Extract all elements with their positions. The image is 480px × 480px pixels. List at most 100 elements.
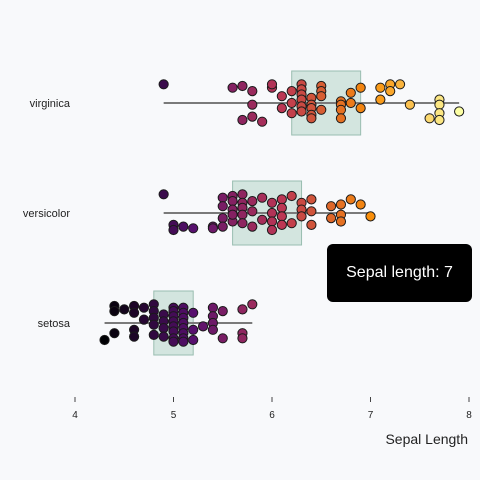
point-setosa-35 — [178, 336, 189, 347]
point-versicolor-23 — [247, 221, 258, 232]
point-setosa-45 — [217, 333, 228, 344]
point-versicolor-6 — [217, 192, 228, 203]
point-setosa-48 — [237, 333, 248, 344]
point-setosa-39 — [197, 321, 209, 332]
point-versicolor-22 — [247, 206, 258, 217]
point-virginica-1 — [227, 82, 238, 93]
x-tick-label-1: 5 — [171, 410, 177, 421]
point-versicolor-28 — [266, 216, 278, 227]
point-setosa-6 — [129, 307, 140, 318]
point-versicolor-30 — [276, 194, 287, 205]
point-virginica-47 — [424, 113, 435, 124]
point-versicolor-35 — [286, 218, 297, 229]
point-setosa-0 — [99, 334, 110, 346]
point-virginica-14 — [286, 108, 297, 119]
point-virginica-41 — [394, 79, 406, 90]
point-versicolor-2 — [168, 224, 179, 236]
point-setosa-10 — [138, 314, 150, 325]
point-versicolor-7 — [217, 201, 228, 212]
point-virginica-12 — [286, 86, 297, 97]
point-virginica-13 — [286, 97, 297, 109]
x-axis-label: Sepal Length — [385, 431, 468, 447]
point-setosa-49 — [247, 299, 258, 310]
point-versicolor-27 — [266, 207, 278, 219]
point-virginica-37 — [355, 103, 366, 114]
hover-tooltip: Sepal length: 7 — [327, 244, 472, 302]
point-setosa-18 — [158, 323, 169, 334]
point-setosa-9 — [138, 302, 150, 313]
point-versicolor-33 — [276, 219, 287, 230]
x-tick-label-3: 7 — [368, 410, 374, 421]
point-versicolor-41 — [306, 219, 317, 230]
point-setosa-38 — [188, 334, 199, 346]
point-virginica-27 — [316, 91, 327, 102]
point-virginica-20 — [296, 106, 307, 117]
point-versicolor-42 — [326, 201, 337, 212]
point-versicolor-31 — [276, 202, 287, 213]
point-versicolor-15 — [227, 209, 238, 220]
point-versicolor-44 — [335, 199, 347, 210]
point-setosa-2 — [109, 306, 120, 317]
point-versicolor-43 — [326, 213, 337, 224]
point-versicolor-20 — [237, 218, 248, 229]
point-virginica-28 — [316, 104, 327, 115]
point-versicolor-4 — [188, 223, 199, 234]
category-label-setosa: setosa — [38, 318, 71, 330]
point-versicolor-29 — [266, 224, 278, 236]
point-versicolor-34 — [286, 190, 297, 202]
point-versicolor-8 — [217, 213, 228, 224]
point-versicolor-24 — [257, 192, 268, 203]
point-setosa-15 — [148, 329, 159, 340]
point-setosa-43 — [207, 324, 218, 335]
point-setosa-14 — [148, 319, 159, 330]
point-virginica-11 — [276, 103, 287, 114]
point-versicolor-32 — [276, 211, 287, 222]
tooltip-text: Sepal length: 7 — [346, 264, 453, 281]
point-versicolor-0 — [158, 189, 169, 200]
point-versicolor-21 — [247, 196, 258, 207]
x-axis: 4 5 6 7 8 — [72, 397, 472, 421]
point-virginica-10 — [276, 91, 287, 102]
point-versicolor-38 — [296, 211, 307, 222]
point-setosa-40 — [207, 302, 218, 313]
point-setosa-37 — [188, 324, 199, 335]
point-setosa-36 — [188, 307, 199, 318]
point-virginica-7 — [257, 116, 268, 127]
point-versicolor-40 — [306, 206, 317, 217]
point-virginica-4 — [247, 99, 258, 110]
point-setosa-19 — [158, 331, 169, 342]
point-versicolor-25 — [257, 214, 268, 225]
point-virginica-40 — [385, 86, 396, 97]
point-virginica-42 — [375, 94, 386, 105]
point-versicolor-10 — [217, 221, 228, 232]
point-versicolor-39 — [306, 194, 317, 205]
point-virginica-33 — [335, 113, 347, 124]
point-virginica-2 — [237, 80, 248, 92]
point-versicolor-16 — [237, 189, 248, 200]
category-labels: virginica versicolor setosa — [23, 98, 71, 330]
point-virginica-35 — [345, 97, 356, 109]
point-versicolor-19 — [237, 209, 248, 220]
point-virginica-45 — [434, 99, 445, 110]
x-tick-label-0: 4 — [72, 410, 78, 421]
point-virginica-29 — [306, 113, 317, 124]
point-layer — [99, 79, 465, 347]
point-virginica-36 — [355, 82, 366, 93]
point-setosa-44 — [217, 306, 228, 317]
point-virginica-6 — [237, 114, 248, 126]
point-virginica-43 — [404, 99, 415, 110]
point-virginica-34 — [345, 87, 356, 98]
point-setosa-8 — [129, 331, 140, 342]
point-setosa-27 — [168, 336, 179, 347]
point-versicolor-49 — [365, 211, 376, 222]
point-virginica-0 — [158, 79, 169, 90]
x-tick-label-4: 8 — [466, 410, 472, 421]
point-virginica-49 — [454, 106, 465, 117]
point-versicolor-26 — [266, 197, 278, 208]
point-versicolor-9 — [207, 223, 218, 234]
point-versicolor-12 — [227, 196, 238, 207]
category-label-virginica: virginica — [30, 98, 71, 110]
point-virginica-5 — [247, 111, 258, 122]
point-virginica-48 — [434, 114, 445, 126]
